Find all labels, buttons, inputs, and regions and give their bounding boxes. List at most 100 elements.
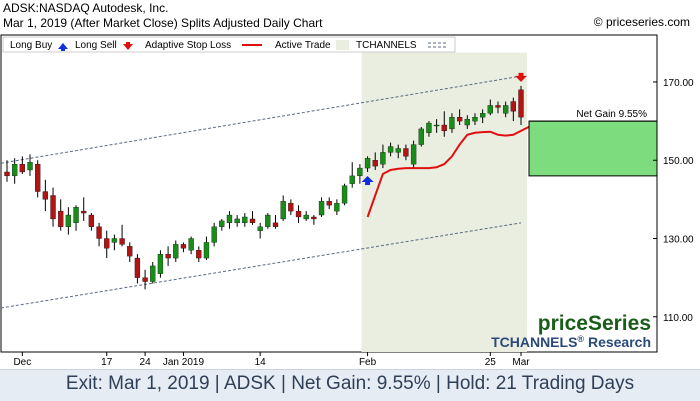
candle-body (203, 242, 210, 259)
candle-body (234, 218, 240, 224)
candle-body (19, 163, 25, 173)
plot-area (0, 34, 658, 353)
candle-body (111, 238, 118, 243)
candle-body (449, 117, 455, 130)
priceseries-logo: priceSeries (538, 312, 651, 335)
y-tick-label: 110.00 (663, 313, 693, 324)
candle-body (196, 250, 202, 259)
candle-body (334, 203, 340, 212)
candle-body (387, 146, 394, 153)
x-tick-label: Mar (512, 357, 530, 368)
price-chart: Net Gain 9.55% 110.00130.00150.00170.00 … (0, 34, 694, 368)
candle-body (65, 214, 72, 227)
candle-body (4, 171, 10, 177)
candle-body (418, 128, 424, 145)
long-sell-arrow-icon (515, 72, 527, 82)
x-tick-label: 17 (101, 357, 113, 368)
chart-subtitle: Mar 1, 2019 (After Market Close) Splits … (3, 16, 323, 30)
candle-body (318, 201, 325, 216)
candle-body (479, 113, 486, 118)
candle-body (410, 144, 417, 165)
candle-body (472, 117, 478, 122)
research-name: TCHANNELS (491, 334, 577, 350)
candle-body (211, 226, 217, 243)
tchannel-upper-line (0, 75, 522, 164)
candle-body (134, 257, 141, 278)
candle-body (180, 244, 187, 249)
net-gain-label: Net Gain 9.55% (576, 109, 647, 120)
candle-body (288, 203, 294, 212)
candle-body (518, 89, 524, 118)
legend-adaptive-stop-label: Adaptive Stop Loss (145, 40, 231, 51)
legend-long-buy-icon (58, 43, 68, 51)
tchannels-research-label: TCHANNELS® Research (491, 334, 651, 350)
candle-body (150, 265, 156, 282)
y-tick-label: 150.00 (663, 156, 694, 167)
adaptive-stop-loss-line (366, 122, 545, 218)
candle-body (165, 254, 171, 259)
legend-long-buy-label: Long Buy (10, 40, 52, 51)
candle-body (303, 214, 309, 220)
candle-body (433, 124, 440, 127)
candle-body (341, 185, 348, 204)
candle-body (395, 148, 401, 153)
candle-body (42, 191, 49, 200)
candle-body (173, 244, 179, 259)
candle-body (403, 148, 409, 157)
candle-body (226, 214, 233, 224)
candle-body (364, 158, 371, 169)
chart-title: ADSK:NASDAQ Autodesk, Inc. (3, 1, 169, 15)
candle-body (380, 152, 386, 165)
legend-active-trade-label: Active Trade (275, 40, 331, 51)
candle-body (58, 210, 64, 227)
candle-body (326, 201, 332, 206)
active-trade-region (361, 52, 527, 352)
candle-body (510, 101, 516, 112)
candle-body (257, 226, 263, 231)
x-tick-label: 25 (485, 357, 497, 368)
legend-long-sell-icon (123, 42, 133, 50)
candle-body (88, 214, 95, 227)
net-gain-box (528, 120, 658, 177)
candle-body (265, 214, 271, 227)
candle-body (349, 175, 355, 184)
candle-body (441, 124, 447, 132)
candle-body (242, 216, 248, 224)
legend-long-sell-label: Long Sell (75, 40, 117, 51)
candle-body (96, 226, 102, 239)
x-tick-label: 24 (140, 357, 152, 368)
candle-body (35, 163, 41, 192)
research-suffix: Research (584, 334, 651, 350)
candle-body (495, 105, 501, 108)
x-tick-label: 14 (255, 357, 267, 368)
footer-bar: Exit: Mar 1, 2019 | ADSK | Net Gain: 9.5… (0, 369, 700, 401)
footer-summary: Exit: Mar 1, 2019 | ADSK | Net Gain: 9.5… (65, 373, 635, 394)
candle-body (456, 117, 463, 122)
x-tick-label: Jan 2019 (163, 357, 205, 368)
candle-body (188, 238, 194, 251)
y-tick-label: 130.00 (663, 235, 694, 246)
candle-body (127, 246, 133, 257)
tchannel-lower-line (0, 222, 522, 309)
candle-body (157, 254, 164, 274)
candle-body (219, 220, 225, 227)
legend-tchannels-label: TCHANNELS (356, 40, 417, 51)
candle-body (142, 277, 148, 282)
candlestick-series (4, 85, 524, 290)
candle-body (50, 195, 56, 220)
legend-active-trade-swatch (336, 40, 349, 50)
candle-body (81, 210, 87, 214)
research-reg-mark: ® (577, 334, 584, 344)
candle-body (311, 216, 317, 220)
x-tick-label: Feb (359, 357, 377, 368)
candle-body (104, 238, 110, 249)
candle-body (249, 218, 256, 224)
candle-body (464, 118, 470, 126)
x-tick-label: Dec (13, 357, 31, 368)
long-buy-arrow-icon (361, 175, 374, 185)
candle-body (73, 207, 79, 224)
candle-body (503, 105, 509, 114)
candle-body (426, 122, 432, 133)
x-axis: Dec 17 24 Jan 2019 14 Feb 25 Mar (13, 352, 530, 368)
candle-body (27, 162, 33, 171)
